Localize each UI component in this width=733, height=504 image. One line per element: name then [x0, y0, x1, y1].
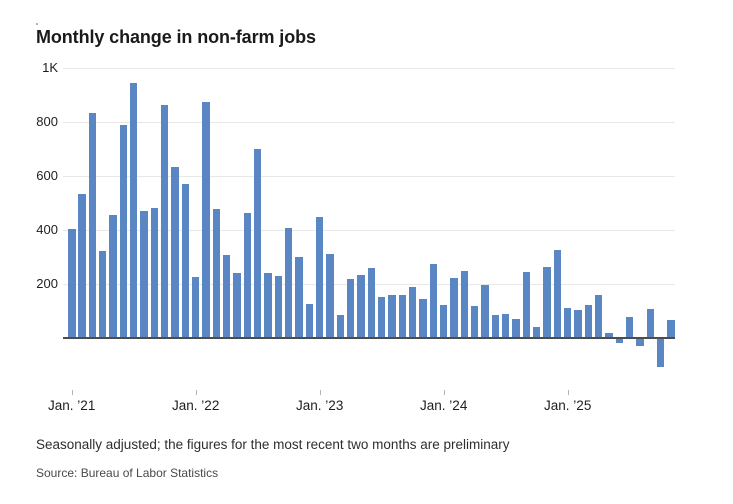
- bar-2024-08: [512, 318, 520, 338]
- bar-2021-03: [88, 112, 97, 338]
- bar-2023-10: [408, 287, 417, 338]
- bar-2022-11: [295, 257, 303, 338]
- bar-2025-02: [574, 310, 582, 338]
- bar-2025-10: [656, 338, 665, 367]
- bar-2021-09: [150, 207, 159, 338]
- bar-2023-04: [346, 279, 355, 338]
- bar-2025-08: [636, 338, 644, 347]
- bar-2023-11: [419, 298, 427, 338]
- source-note: Source: Bureau of Labor Statistics: [36, 466, 219, 480]
- bar-2025-05: [605, 332, 613, 338]
- bar-2021-06: [119, 125, 128, 338]
- gridline-1000: [63, 67, 675, 69]
- bar-2023-08: [388, 294, 396, 338]
- x-tick-36: [443, 390, 445, 395]
- bar-2023-09: [398, 294, 407, 338]
- x-tick-12: [195, 390, 197, 395]
- bar-2021-08: [140, 211, 148, 338]
- bar-2023-02: [326, 254, 334, 338]
- bar-2021-12: [181, 184, 190, 338]
- bar-2024-09: [522, 272, 531, 338]
- bar-2025-11: [667, 320, 675, 338]
- bar-2024-11: [543, 266, 551, 338]
- bar-2023-03: [336, 314, 345, 338]
- bar-2022-02: [202, 102, 210, 338]
- bar-2024-05: [481, 285, 489, 338]
- x-tick-label-12: Jan. ’22: [172, 398, 220, 413]
- bar-2021-01: [68, 229, 76, 338]
- y-tick-label-600: 600: [36, 167, 58, 183]
- bar-2021-05: [109, 214, 117, 338]
- stray-dot: [36, 23, 38, 25]
- y-tick-label-1000: 1K: [42, 59, 58, 75]
- bar-2025-03: [584, 305, 593, 338]
- bar-2022-07: [253, 149, 262, 338]
- y-tick-label-800: 800: [36, 113, 58, 129]
- bar-2024-06: [491, 314, 500, 338]
- bar-2021-04: [98, 250, 107, 338]
- bar-2021-10: [160, 104, 169, 338]
- zero-axis: [63, 336, 675, 339]
- bar-2021-11: [171, 166, 179, 338]
- x-tick-24: [319, 390, 321, 395]
- y-tick-label-400: 400: [36, 221, 58, 237]
- bar-2022-01: [191, 277, 200, 338]
- bar-2022-04: [222, 255, 231, 338]
- chart-title: Monthly change in non-farm jobs: [36, 27, 316, 47]
- bar-2025-09: [646, 309, 655, 338]
- bar-2022-05: [233, 272, 241, 338]
- y-tick-label-200: 200: [36, 275, 58, 291]
- x-tick-0: [71, 390, 73, 395]
- bar-2022-09: [274, 275, 283, 338]
- bar-2023-12: [429, 264, 438, 338]
- x-tick-label-36: Jan. ’24: [420, 398, 468, 413]
- bar-2023-07: [377, 297, 386, 338]
- bar-2025-07: [625, 317, 634, 338]
- bar-2023-01: [315, 217, 324, 338]
- bar-2023-06: [367, 267, 376, 338]
- x-tick-label-24: Jan. ’23: [296, 398, 344, 413]
- bar-2024-02: [450, 277, 458, 338]
- adjustment-note: Seasonally adjusted; the figures for the…: [36, 437, 510, 452]
- bar-2023-05: [357, 275, 365, 338]
- bar-2022-03: [212, 209, 221, 338]
- bar-2024-12: [553, 250, 562, 338]
- bar-2025-04: [594, 294, 603, 338]
- bar-2024-10: [532, 326, 541, 338]
- bar-2022-12: [305, 303, 314, 338]
- bar-2024-01: [439, 305, 448, 338]
- gridline-400: [63, 229, 675, 231]
- bar-2024-04: [470, 305, 479, 338]
- gridline-600: [63, 175, 675, 177]
- x-tick-label-48: Jan. ’25: [544, 398, 592, 413]
- bar-2025-06: [615, 338, 624, 344]
- bar-2022-10: [284, 228, 293, 338]
- bar-2021-07: [129, 83, 138, 338]
- x-tick-label-0: Jan. ’21: [48, 398, 96, 413]
- bar-2025-01: [563, 308, 572, 338]
- x-tick-48: [567, 390, 569, 395]
- gridline-800: [63, 121, 675, 123]
- bar-2024-03: [460, 271, 469, 338]
- bar-2022-06: [243, 212, 252, 338]
- bar-2024-07: [501, 314, 510, 338]
- bar-2022-08: [264, 272, 272, 338]
- bar-2021-02: [78, 194, 86, 338]
